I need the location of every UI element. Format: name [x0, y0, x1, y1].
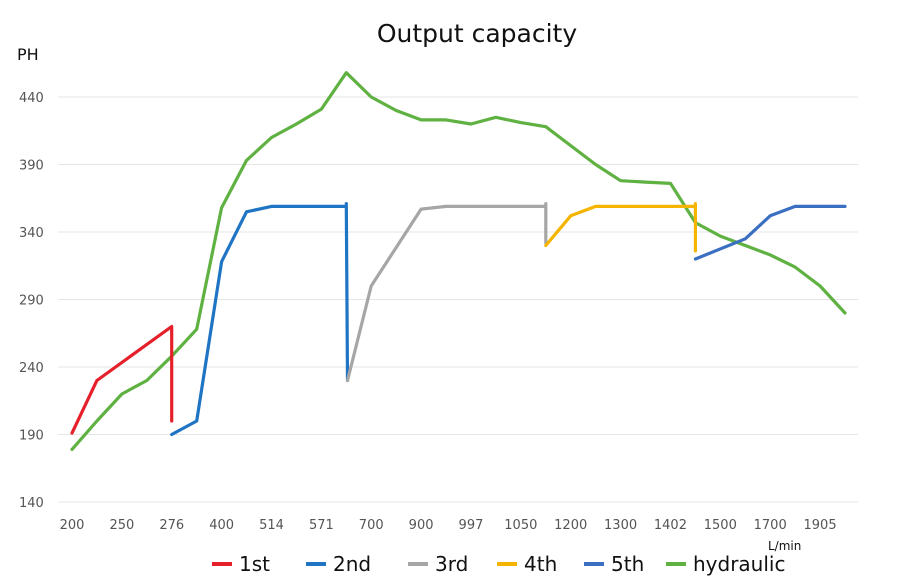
y-tick-label: 340: [19, 226, 44, 241]
series-line-2nd: [170, 202, 350, 437]
y-tick-label: 440: [19, 91, 44, 106]
legend-label: 1st: [239, 552, 270, 576]
grid-lines: [58, 96, 858, 503]
legend-item-5th: 5th: [584, 552, 644, 576]
x-tick-label: 1500: [704, 518, 737, 533]
legend-label: 5th: [611, 552, 644, 576]
x-tick-label: 400: [209, 518, 234, 533]
legend-item-1st: 1st: [212, 552, 270, 576]
legend-label: 4th: [524, 552, 557, 576]
x-tick-labels: 200 250 276 400 514 571 700 900 997 1050 1200 1300 1…: [60, 518, 837, 533]
x-tick-label: 1200: [554, 518, 587, 533]
x-tick-label: 571: [309, 518, 334, 533]
y-tick-label: 240: [19, 361, 44, 376]
y-tick-label: 190: [19, 429, 44, 444]
series-line-5th: [693, 204, 847, 261]
y-tick-label: 290: [19, 294, 44, 309]
x-tick-label: 514: [259, 518, 284, 533]
legend-item-4th: 4th: [497, 552, 557, 576]
legend-item-2nd: 2nd: [306, 552, 371, 576]
x-tick-label: 1300: [604, 518, 637, 533]
x-tick-label: 200: [60, 518, 85, 533]
x-tick-label: 700: [359, 518, 384, 533]
legend-label: hydraulic: [693, 552, 785, 576]
series-line-hydraulic: [70, 71, 847, 451]
y-tick-label: 140: [19, 496, 44, 511]
x-tick-label: 250: [109, 518, 134, 533]
x-tick-label: 1050: [504, 518, 537, 533]
legend-label: 3rd: [435, 552, 468, 576]
x-tick-label: 1700: [754, 518, 787, 533]
x-tick-label: 1402: [654, 518, 687, 533]
series-lines: [70, 71, 847, 451]
y-tick-label: 390: [19, 159, 44, 174]
legend: 1st 2nd 3rd 4th 5th hydraulic: [212, 552, 785, 576]
x-tick-label: 997: [459, 518, 484, 533]
series-line-4th: [544, 202, 698, 253]
x-tick-label: 276: [159, 518, 184, 533]
y-tick-labels: 140 190 240 290 340 390 440: [19, 91, 44, 511]
x-axis-unit: L/min: [768, 539, 801, 553]
legend-item-3rd: 3rd: [408, 552, 468, 576]
x-tick-label: 1905: [804, 518, 837, 533]
y-axis-label: PH: [17, 45, 39, 64]
x-tick-label: 900: [409, 518, 434, 533]
chart-title: Output capacity: [377, 19, 578, 48]
series-line-1st: [70, 324, 174, 435]
series-line-3rd: [345, 202, 548, 383]
legend-label: 2nd: [333, 552, 371, 576]
legend-item-hydraulic: hydraulic: [666, 552, 785, 576]
